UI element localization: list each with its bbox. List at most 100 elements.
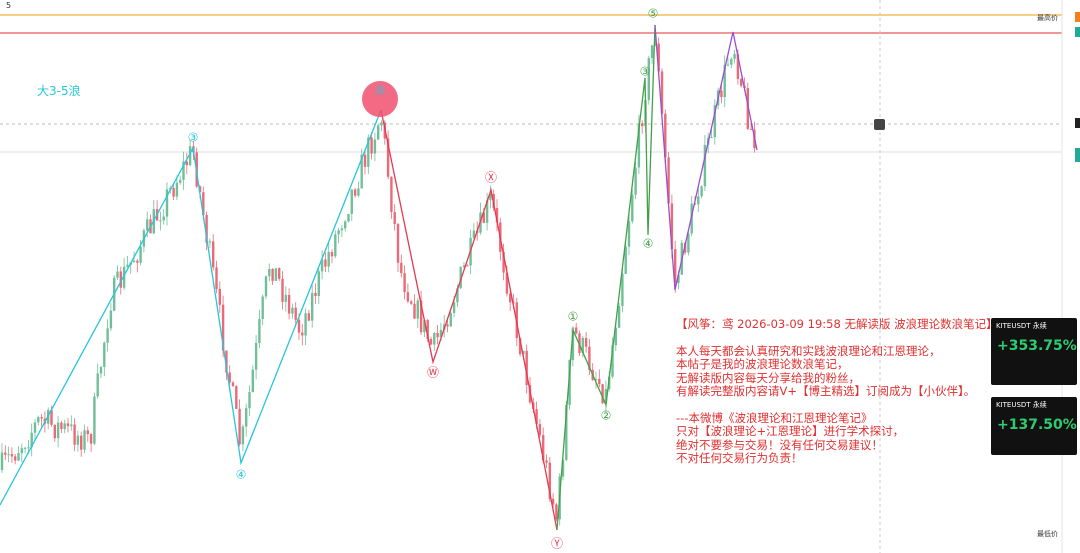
candle-body	[334, 234, 337, 257]
candle-body	[670, 203, 674, 250]
candle-body	[215, 267, 218, 289]
candle-body	[264, 276, 268, 297]
candle-body	[56, 422, 60, 439]
candle-body	[185, 161, 188, 166]
candle-body	[304, 313, 307, 336]
candle-body	[294, 307, 297, 320]
candle-body	[456, 288, 459, 303]
wave-label: ④	[236, 468, 247, 482]
note: 【风筝：鸢 2026-03-09 19:58 无解读版 波浪理论数浪笔记】 本人每…	[676, 317, 998, 466]
candle-body	[20, 448, 23, 454]
candle-body	[624, 246, 627, 274]
wave-line	[654, 24, 758, 291]
wave-line	[380, 109, 558, 531]
candle-body	[436, 332, 439, 338]
crosshair-button[interactable]	[874, 119, 885, 130]
candle-body	[720, 90, 723, 98]
candle-body	[287, 294, 291, 314]
candle-body	[109, 310, 113, 329]
candle-body	[429, 338, 433, 345]
candle-body	[254, 342, 258, 370]
candle-body	[159, 220, 162, 222]
wave-line	[0, 109, 382, 506]
candle-body	[311, 292, 314, 321]
card-symbol: KITEUSDT 永续	[996, 322, 1047, 330]
candle-body	[261, 296, 264, 320]
candle-body	[604, 389, 608, 404]
candle-body	[677, 274, 680, 284]
candle-body	[542, 435, 545, 461]
candle-body	[175, 182, 179, 197]
candle-body	[452, 302, 456, 314]
candle-body	[736, 53, 740, 80]
card-gain: +353.75%	[997, 338, 1077, 354]
note-line: 【风筝：鸢 2026-03-09 19:58 无解读版 波浪理论数浪笔记】	[676, 317, 998, 331]
note-line: 只对【波浪理论+江恩理论】进行学术探讨，	[676, 424, 905, 438]
candle-body	[297, 319, 301, 333]
candle-body	[581, 337, 584, 354]
candle-body	[37, 417, 40, 423]
candle-body	[212, 241, 215, 268]
candle-body	[357, 188, 360, 196]
candle-body	[235, 386, 238, 409]
candle-body	[687, 233, 690, 253]
candle-body	[50, 410, 53, 425]
note-line: 有解读完整版内容请V+【博主精选】订阅成为【小伙伴】。	[676, 384, 976, 398]
candle-body	[221, 304, 225, 351]
candle-body	[660, 71, 664, 114]
candle-body	[271, 268, 274, 281]
candle-body	[182, 161, 185, 180]
candle-body	[228, 372, 231, 383]
candle-body	[740, 79, 743, 86]
candle-body	[139, 246, 142, 263]
candle-body	[647, 58, 650, 101]
candle-body	[746, 88, 749, 129]
highlight-circle	[362, 81, 398, 117]
candle-body	[749, 128, 753, 130]
wave-label: Ⓨ	[551, 537, 563, 551]
candle-body	[76, 435, 80, 445]
price-label: 最高价	[1037, 13, 1058, 22]
candle-body	[353, 189, 357, 196]
candle-body	[360, 154, 363, 189]
candle-body	[584, 337, 588, 347]
price-tag	[1075, 12, 1080, 22]
candle-body	[7, 454, 10, 456]
candle-body	[106, 328, 109, 343]
price-tag	[1075, 118, 1080, 128]
candle-body	[258, 319, 261, 343]
interval[interactable]: 5	[6, 1, 11, 10]
candle-body	[674, 249, 677, 284]
candle-body	[571, 327, 575, 361]
candle-body	[188, 146, 192, 166]
candle-body	[337, 230, 340, 235]
candle-body	[588, 346, 591, 370]
candle-body	[317, 271, 320, 297]
candle-body	[703, 144, 707, 187]
candle-body	[416, 300, 419, 319]
pnl-card: KITEUSDT 永续 +353.75%	[991, 318, 1077, 385]
candle-body	[146, 219, 149, 231]
wave-label: ①	[568, 310, 579, 324]
candle-body	[89, 434, 93, 444]
candle-body	[482, 212, 485, 223]
candle-body	[248, 391, 251, 409]
candle-body	[631, 194, 634, 222]
candle-body	[208, 241, 212, 243]
candle-body	[231, 382, 235, 387]
candle-body	[634, 167, 637, 195]
wave-label: ③	[640, 65, 651, 79]
candle-body	[495, 208, 499, 223]
candle-body	[350, 189, 353, 214]
candle-body	[66, 423, 70, 427]
candle-body	[700, 186, 703, 197]
candle-body	[730, 58, 733, 65]
candle-body	[393, 212, 396, 224]
candle-body	[373, 139, 377, 154]
wave-label: Ⓦ	[427, 366, 439, 380]
card-symbol: KITEUSDT 永续	[996, 401, 1047, 409]
candle-body	[396, 223, 400, 263]
candle-body	[466, 265, 469, 267]
price-label: 最低价	[1037, 529, 1058, 538]
